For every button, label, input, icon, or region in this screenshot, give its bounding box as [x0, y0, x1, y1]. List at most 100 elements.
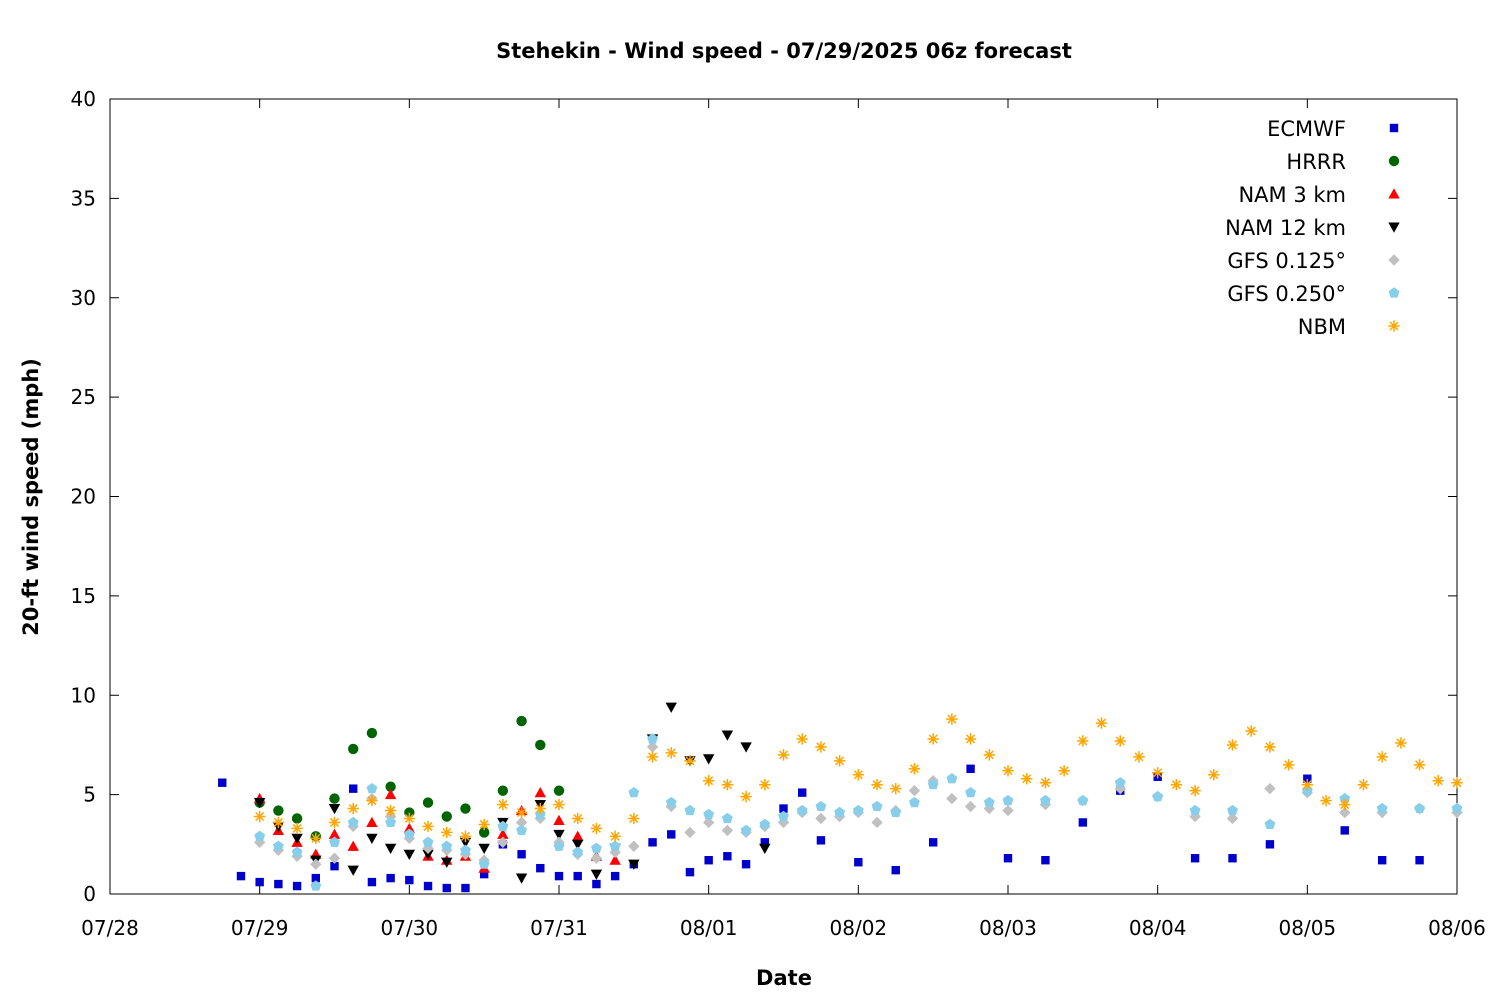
x-tick-label: 08/06	[1428, 916, 1486, 940]
data-point	[367, 877, 377, 887]
data-point	[497, 820, 509, 832]
data-point	[591, 842, 602, 853]
data-point	[684, 804, 696, 816]
data-point	[1003, 854, 1013, 863]
legend-marker	[1388, 222, 1400, 233]
data-point	[667, 830, 676, 839]
data-point	[1340, 826, 1349, 835]
data-point	[403, 849, 416, 860]
data-point	[815, 741, 827, 753]
data-point	[702, 775, 715, 787]
data-point	[422, 836, 434, 847]
x-tick-label: 08/02	[830, 916, 888, 940]
legend-marker	[1389, 123, 1399, 133]
data-point	[572, 830, 584, 841]
data-point	[833, 755, 846, 767]
data-point	[348, 743, 359, 755]
data-point	[891, 865, 900, 875]
data-point	[628, 786, 640, 798]
data-point	[1265, 840, 1275, 849]
data-point	[497, 798, 509, 811]
data-point	[329, 836, 340, 847]
data-point	[646, 751, 659, 763]
data-point	[852, 804, 864, 816]
data-point	[1451, 777, 1463, 789]
data-point	[815, 800, 827, 812]
chart-title: Stehekin - Wind speed - 07/29/2025 06z f…	[496, 39, 1072, 63]
data-point	[291, 813, 303, 824]
y-tick-label: 25	[71, 385, 96, 409]
data-point	[1077, 735, 1089, 747]
data-point	[1451, 802, 1463, 814]
data-point	[255, 877, 264, 887]
data-point	[478, 858, 490, 869]
data-point	[553, 785, 565, 796]
data-point	[628, 812, 640, 825]
data-point	[291, 846, 303, 857]
data-point	[236, 871, 246, 881]
data-point	[366, 833, 378, 845]
data-point	[1432, 775, 1444, 787]
data-point	[665, 747, 677, 759]
legend-label: NBM	[1298, 315, 1346, 339]
data-point	[1114, 735, 1126, 747]
legend-marker	[1388, 254, 1400, 266]
data-point	[459, 830, 472, 843]
data-point	[983, 796, 995, 808]
series-1	[254, 715, 565, 842]
series-6	[253, 713, 1463, 845]
data-point	[665, 796, 677, 808]
data-point	[1095, 717, 1108, 729]
data-point	[1303, 774, 1312, 783]
data-point	[796, 804, 808, 816]
data-point	[1413, 759, 1426, 771]
data-point	[1078, 818, 1088, 827]
x-tick-label: 07/28	[81, 916, 139, 940]
data-point	[291, 822, 303, 835]
data-point	[553, 814, 565, 826]
data-point	[1021, 773, 1033, 785]
legend-label: NAM 12 km	[1225, 216, 1346, 240]
data-point	[778, 810, 789, 822]
x-tick-label: 08/01	[680, 916, 738, 940]
data-point	[1039, 777, 1052, 789]
data-point	[590, 852, 603, 864]
y-tick-label: 20	[71, 485, 96, 509]
data-point	[478, 827, 490, 838]
data-point	[403, 828, 415, 839]
data-point	[1041, 856, 1050, 865]
data-point	[328, 852, 341, 864]
plot-area: 0 5 10 15 20 25 30 35 40 07/28 07/29 07/30 07/31 08/0…	[71, 87, 1486, 940]
data-point	[854, 858, 863, 867]
legend-marker	[1388, 188, 1400, 199]
data-point	[553, 798, 565, 811]
data-point	[328, 816, 341, 829]
data-point	[515, 806, 528, 819]
data-point	[403, 812, 416, 825]
data-point	[590, 822, 603, 835]
data-point	[723, 852, 732, 861]
data-point	[573, 871, 582, 881]
data-point	[1227, 804, 1238, 816]
data-point	[422, 849, 434, 860]
data-point	[253, 836, 266, 849]
data-point	[497, 785, 509, 796]
data-point	[1339, 798, 1351, 811]
data-point	[628, 840, 640, 852]
data-point	[515, 873, 528, 884]
data-point	[592, 879, 601, 889]
data-point	[983, 749, 995, 761]
data-point	[721, 824, 734, 837]
data-point	[1395, 737, 1407, 749]
data-point	[927, 733, 939, 745]
data-point	[253, 798, 266, 809]
data-point	[834, 806, 846, 818]
data-point	[292, 881, 302, 891]
data-point	[274, 879, 283, 889]
data-point	[572, 839, 584, 851]
legend: ECMWF HRRR NAM 3 km NAM 12 km GFS 0.125° GFS …	[1225, 117, 1400, 339]
x-tick-label: 08/04	[1129, 916, 1187, 940]
data-point	[1282, 759, 1295, 771]
data-point	[536, 863, 545, 873]
